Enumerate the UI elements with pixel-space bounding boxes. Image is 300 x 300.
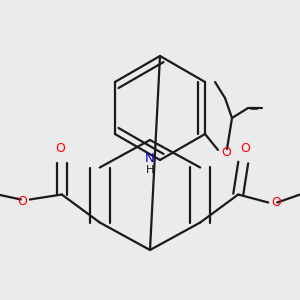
Text: H: H — [146, 165, 154, 175]
Text: O: O — [55, 142, 65, 154]
Text: O: O — [221, 146, 231, 158]
Text: O: O — [240, 142, 250, 154]
Text: —: — — [250, 106, 258, 115]
Text: O: O — [17, 195, 27, 208]
Text: N: N — [145, 152, 155, 164]
Text: O: O — [271, 196, 281, 209]
